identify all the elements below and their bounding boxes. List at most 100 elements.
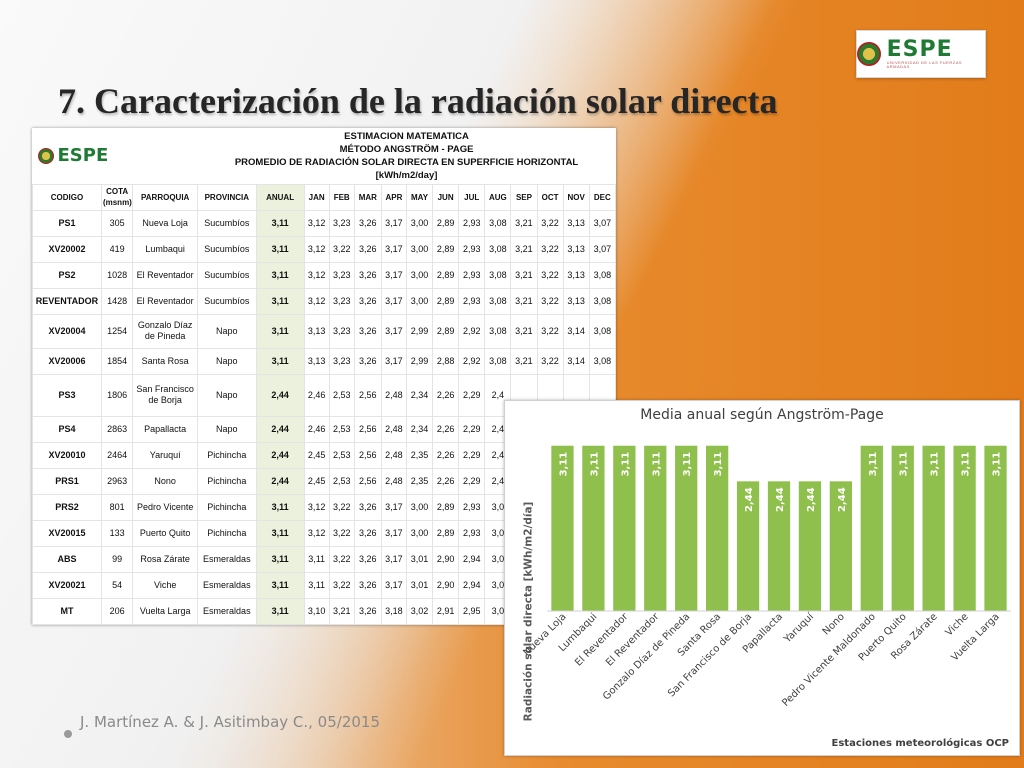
table-cell: PS2: [32, 261, 102, 289]
column-header: JUN: [432, 183, 460, 211]
table-cell: 3,01: [405, 545, 434, 573]
table-cell: ABS: [32, 545, 102, 573]
table-cell: 2,26: [432, 373, 460, 417]
table-cell: 3,22: [328, 545, 355, 573]
chart-bar: [705, 445, 729, 611]
table-cell: El Reventador: [132, 287, 199, 315]
table-cell: 3,17: [380, 347, 407, 375]
column-header: PROVINCIA: [197, 183, 257, 211]
table-cell: 3,26: [353, 235, 382, 263]
chart-bar: [644, 445, 667, 611]
chart-category-label: El Reventador: [604, 611, 662, 669]
table-cell: 2,88: [432, 347, 460, 375]
table-cell: Gonzalo Díaz de Pineda: [132, 313, 199, 349]
chart-title: Media anual según Angström-Page: [640, 407, 884, 423]
table-cell: XV20006: [32, 347, 102, 375]
column-header: NOV: [562, 183, 590, 211]
annual-radiation-chart: Media anual según Angström-Page Radiació…: [504, 400, 1020, 756]
chart-category-label: Viche: [944, 611, 971, 638]
table-cell: 2,29: [458, 373, 486, 417]
table-cell: 99: [100, 545, 134, 573]
chart-bar: [582, 445, 605, 611]
table-cell: 1854: [100, 347, 134, 375]
table-heading-line-3: PROMEDIO DE RADIACIÓN SOLAR DIRECTA EN S…: [234, 156, 579, 168]
chart-data-label: 3,11: [868, 452, 879, 477]
table-cell: 2464: [100, 441, 134, 469]
table-cell: Papallacta: [132, 415, 199, 443]
table-cell: 2,94: [458, 545, 486, 573]
table-cell: 3,08: [484, 209, 512, 237]
chart-data-label: 3,11: [930, 452, 941, 477]
chart-bar: [736, 481, 760, 611]
table-cell: 3,17: [380, 313, 407, 349]
table-cell: 2,46: [303, 373, 330, 417]
table-cell: 3,11: [255, 545, 305, 573]
table-cell: 3,17: [380, 235, 407, 263]
table-cell: 3,12: [303, 261, 330, 289]
table-cell: XV20002: [32, 235, 102, 263]
table-cell: 801: [100, 493, 134, 521]
table-cell: 3,26: [353, 597, 382, 625]
table-cell: 2,48: [380, 441, 407, 469]
table-cell: 3,26: [353, 313, 382, 349]
table-cell: 3,12: [303, 209, 330, 237]
table-cell: 3,17: [380, 261, 407, 289]
chart-data-label: 2,44: [744, 487, 755, 512]
table-cell: 3,17: [380, 493, 407, 521]
table-heading-line-1: ESTIMACION MATEMATICA: [344, 130, 469, 142]
table-cell: 3,00: [405, 287, 434, 315]
table-cell: 2,89: [432, 493, 460, 521]
table-cell: 3,00: [405, 519, 434, 547]
table-cell: 1806: [100, 373, 134, 417]
table-cell: 2,90: [432, 545, 460, 573]
table-cell: 3,08: [588, 347, 617, 375]
table-cell: 3,21: [510, 235, 538, 263]
table-cell: 3,22: [536, 209, 564, 237]
column-header: SEP: [510, 183, 538, 211]
table-cell: XV20010: [32, 441, 102, 469]
table-cell: PS3: [32, 373, 102, 417]
chart-bar: [860, 445, 883, 611]
column-header: MAR: [353, 183, 382, 211]
table-cell: Napo: [197, 313, 257, 349]
table-cell: 3,17: [380, 571, 407, 599]
table-cell: 2,93: [458, 235, 486, 263]
chart-data-label: 2,44: [806, 487, 817, 512]
table-cell: 3,13: [303, 313, 330, 349]
table-cell: 2,26: [432, 441, 460, 469]
table-cell: 3,08: [484, 347, 512, 375]
table-cell: 3,00: [405, 493, 434, 521]
table-cell: 3,11: [255, 571, 305, 599]
table-cell: 2,93: [458, 493, 486, 521]
table-cell: 2,53: [328, 441, 355, 469]
table-cell: 3,22: [536, 235, 564, 263]
table-cell: 3,12: [303, 287, 330, 315]
table-cell: 3,21: [510, 347, 538, 375]
table-cell: 133: [100, 519, 134, 547]
table-cell: 2,89: [432, 287, 460, 315]
table-cell: 3,02: [405, 597, 434, 625]
table-cell: MT: [32, 597, 102, 625]
table-cell: 3,21: [510, 287, 538, 315]
table-cell: 3,08: [484, 235, 512, 263]
table-cell: XV20004: [32, 313, 102, 349]
table-cell: 2,48: [380, 467, 407, 495]
chart-category-label: Nono: [821, 611, 847, 637]
table-cell: 3,00: [405, 235, 434, 263]
table-cell: 3,11: [255, 597, 305, 625]
table-cell: 3,11: [255, 209, 305, 237]
table-cell: 3,23: [328, 347, 355, 375]
table-row: ABS 99 Rosa Zárate Esmeraldas 3,11 3,11 3,22 3,…: [32, 545, 617, 573]
column-header: FEB: [328, 183, 355, 211]
chart-data-label: 2,44: [837, 487, 848, 512]
table-heading: ESTIMACION MATEMATICA MÉTODO ANGSTRÖM - …: [198, 128, 616, 184]
table-cell: 2,26: [432, 415, 460, 443]
table-cell: San Francisco de Borja: [132, 373, 199, 417]
table-cell: 2,95: [458, 597, 486, 625]
table-cell: 2,46: [303, 415, 330, 443]
table-cell: Lumbaqui: [132, 235, 199, 263]
table-cell: 3,13: [562, 261, 590, 289]
column-header: MAY: [405, 183, 434, 211]
table-cell: 3,18: [380, 597, 407, 625]
